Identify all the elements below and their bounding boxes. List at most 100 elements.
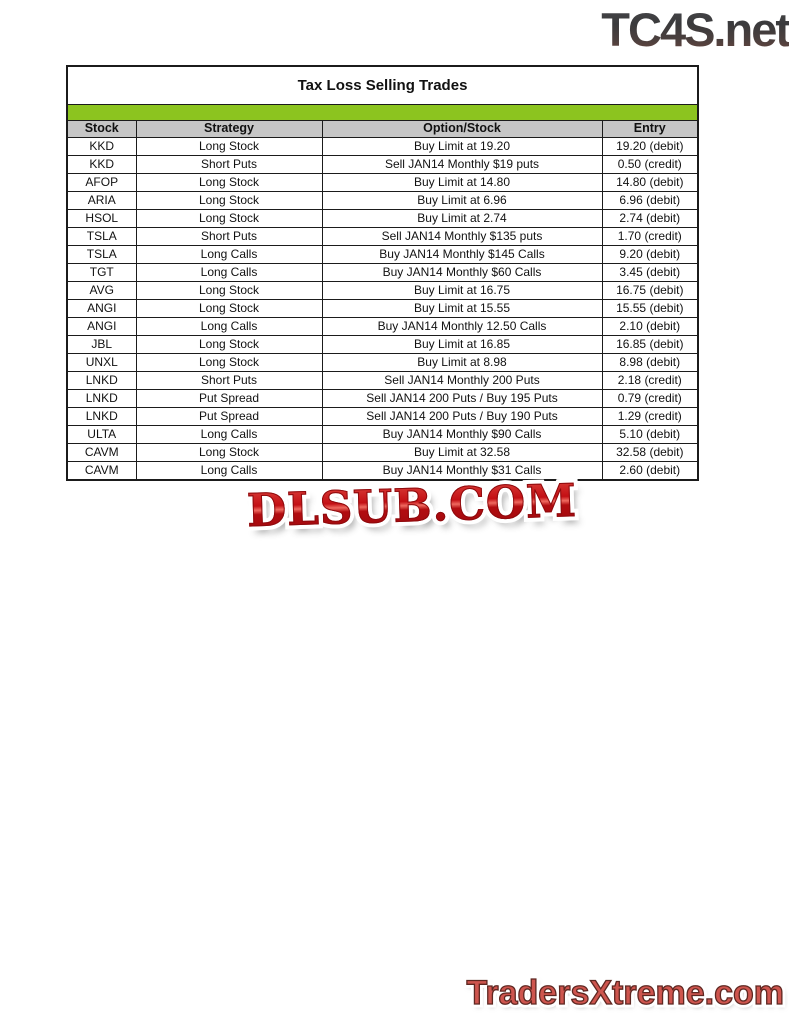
cell-strategy: Long Calls — [135, 425, 323, 444]
table-row: ULTA Long Calls Buy JAN14 Monthly $90 Call… — [66, 425, 699, 444]
cell-option-stock: Buy Limit at 19.20 — [321, 137, 603, 156]
cell-option-stock: Buy JAN14 Monthly $31 Calls — [321, 461, 603, 481]
table-row: KKD Short Puts Sell JAN14 Monthly $19 puts… — [66, 155, 699, 174]
cell-stock: CAVM — [66, 443, 137, 462]
cell-strategy: Long Calls — [135, 317, 323, 336]
cell-stock: LNKD — [66, 407, 137, 426]
table-row: LNKD Put Spread Sell JAN14 200 Puts / Buy … — [66, 407, 699, 426]
cell-entry: 6.96 (debit) — [601, 191, 699, 210]
cell-strategy: Long Stock — [135, 209, 323, 228]
cell-entry: 3.45 (debit) — [601, 263, 699, 282]
table-row: HSOL Long Stock Buy Limit at 2.74 2.74 (deb… — [66, 209, 699, 228]
cell-option-stock: Sell JAN14 Monthly $135 puts — [321, 227, 603, 246]
cell-stock: ULTA — [66, 425, 137, 444]
cell-stock: LNKD — [66, 389, 137, 408]
cell-option-stock: Buy Limit at 6.96 — [321, 191, 603, 210]
cell-option-stock: Buy JAN14 Monthly $60 Calls — [321, 263, 603, 282]
tc4s-logo-text: TC4S.net — [601, 3, 791, 56]
cell-stock: KKD — [66, 137, 137, 156]
col-header-entry: Entry — [601, 120, 699, 138]
dlsub-watermark: DLSUB.COM DLSUB.COM — [242, 469, 582, 541]
col-header-option-stock: Option/Stock — [321, 120, 603, 138]
cell-stock: CAVM — [66, 461, 137, 481]
cell-entry: 8.98 (debit) — [601, 353, 699, 372]
cell-strategy: Long Stock — [135, 173, 323, 192]
cell-stock: JBL — [66, 335, 137, 354]
cell-entry: 1.29 (credit) — [601, 407, 699, 426]
cell-option-stock: Sell JAN14 Monthly $19 puts — [321, 155, 603, 174]
table-row: ANGI Long Calls Buy JAN14 Monthly 12.50 Ca… — [66, 317, 699, 336]
cell-option-stock: Buy Limit at 14.80 — [321, 173, 603, 192]
tc4s-logo: TC4S.net — [601, 2, 791, 57]
green-divider-row — [66, 104, 699, 121]
cell-entry: 19.20 (debit) — [601, 137, 699, 156]
table-row: TGT Long Calls Buy JAN14 Monthly $60 Calls… — [66, 263, 699, 282]
cell-entry: 1.70 (credit) — [601, 227, 699, 246]
cell-entry: 0.79 (credit) — [601, 389, 699, 408]
cell-option-stock: Buy Limit at 2.74 — [321, 209, 603, 228]
cell-strategy: Long Stock — [135, 191, 323, 210]
cell-strategy: Put Spread — [135, 389, 323, 408]
table-row: UNXL Long Stock Buy Limit at 8.98 8.98 (deb… — [66, 353, 699, 372]
cell-entry: 5.10 (debit) — [601, 425, 699, 444]
col-header-strategy: Strategy — [135, 120, 323, 138]
cell-stock: HSOL — [66, 209, 137, 228]
cell-strategy: Long Stock — [135, 443, 323, 462]
cell-stock: AFOP — [66, 173, 137, 192]
trades-table: Tax Loss Selling Trades Stock Strategy O… — [66, 65, 700, 481]
cell-strategy: Long Calls — [135, 245, 323, 264]
cell-stock: ARIA — [66, 191, 137, 210]
table-body: KKD Long Stock Buy Limit at 19.20 19.20 (de… — [66, 137, 699, 481]
cell-strategy: Short Puts — [135, 371, 323, 390]
table-row: CAVM Long Calls Buy JAN14 Monthly $31 Call… — [66, 461, 699, 481]
tradersxtreme-logo: TradersXtreme.com TradersXtreme.com — [463, 971, 787, 1016]
cell-stock: TSLA — [66, 245, 137, 264]
dlsub-watermark-text: DLSUB.COM — [246, 473, 578, 538]
cell-stock: TGT — [66, 263, 137, 282]
cell-entry: 32.58 (debit) — [601, 443, 699, 462]
table-row: ANGI Long Stock Buy Limit at 15.55 15.55 (d… — [66, 299, 699, 318]
cell-option-stock: Buy JAN14 Monthly $90 Calls — [321, 425, 603, 444]
cell-option-stock: Buy JAN14 Monthly $145 Calls — [321, 245, 603, 264]
table-row: AVG Long Stock Buy Limit at 16.75 16.75 (de… — [66, 281, 699, 300]
cell-strategy: Put Spread — [135, 407, 323, 426]
cell-option-stock: Buy Limit at 15.55 — [321, 299, 603, 318]
table-row: TSLA Long Calls Buy JAN14 Monthly $145 Cal… — [66, 245, 699, 264]
cell-option-stock: Sell JAN14 200 Puts / Buy 195 Puts — [321, 389, 603, 408]
cell-option-stock: Buy Limit at 16.75 — [321, 281, 603, 300]
cell-stock: LNKD — [66, 371, 137, 390]
cell-entry: 0.50 (credit) — [601, 155, 699, 174]
cell-option-stock: Buy Limit at 16.85 — [321, 335, 603, 354]
cell-strategy: Long Stock — [135, 335, 323, 354]
cell-entry: 14.80 (debit) — [601, 173, 699, 192]
tradersxtreme-logo-outline: TradersXtreme.com — [463, 971, 787, 1016]
cell-strategy: Long Calls — [135, 461, 323, 481]
cell-stock: KKD — [66, 155, 137, 174]
cell-option-stock: Buy JAN14 Monthly 12.50 Calls — [321, 317, 603, 336]
cell-entry: 2.10 (debit) — [601, 317, 699, 336]
table-row: TSLA Short Puts Sell JAN14 Monthly $135 pu… — [66, 227, 699, 246]
cell-entry: 16.75 (debit) — [601, 281, 699, 300]
table-row: KKD Long Stock Buy Limit at 19.20 19.20 (de… — [66, 137, 699, 156]
cell-strategy: Long Stock — [135, 299, 323, 318]
table-row: LNKD Put Spread Sell JAN14 200 Puts / Buy … — [66, 389, 699, 408]
table-row: JBL Long Stock Buy Limit at 16.85 16.85 (de… — [66, 335, 699, 354]
cell-entry: 2.60 (debit) — [601, 461, 699, 481]
cell-stock: ANGI — [66, 299, 137, 318]
cell-entry: 2.74 (debit) — [601, 209, 699, 228]
cell-option-stock: Buy Limit at 32.58 — [321, 443, 603, 462]
cell-entry: 15.55 (debit) — [601, 299, 699, 318]
cell-strategy: Long Stock — [135, 137, 323, 156]
cell-strategy: Long Stock — [135, 281, 323, 300]
green-divider — [66, 104, 699, 121]
table-row: ARIA Long Stock Buy Limit at 6.96 6.96 (deb… — [66, 191, 699, 210]
column-header-row: Stock Strategy Option/Stock Entry — [66, 120, 699, 138]
tradersxtreme-logo-text: TradersXtreme.com — [466, 973, 785, 1012]
cell-entry: 16.85 (debit) — [601, 335, 699, 354]
cell-strategy: Long Calls — [135, 263, 323, 282]
table-row: CAVM Long Stock Buy Limit at 32.58 32.58 (d… — [66, 443, 699, 462]
cell-option-stock: Sell JAN14 Monthly 200 Puts — [321, 371, 603, 390]
cell-stock: AVG — [66, 281, 137, 300]
table-row: LNKD Short Puts Sell JAN14 Monthly 200 Put… — [66, 371, 699, 390]
